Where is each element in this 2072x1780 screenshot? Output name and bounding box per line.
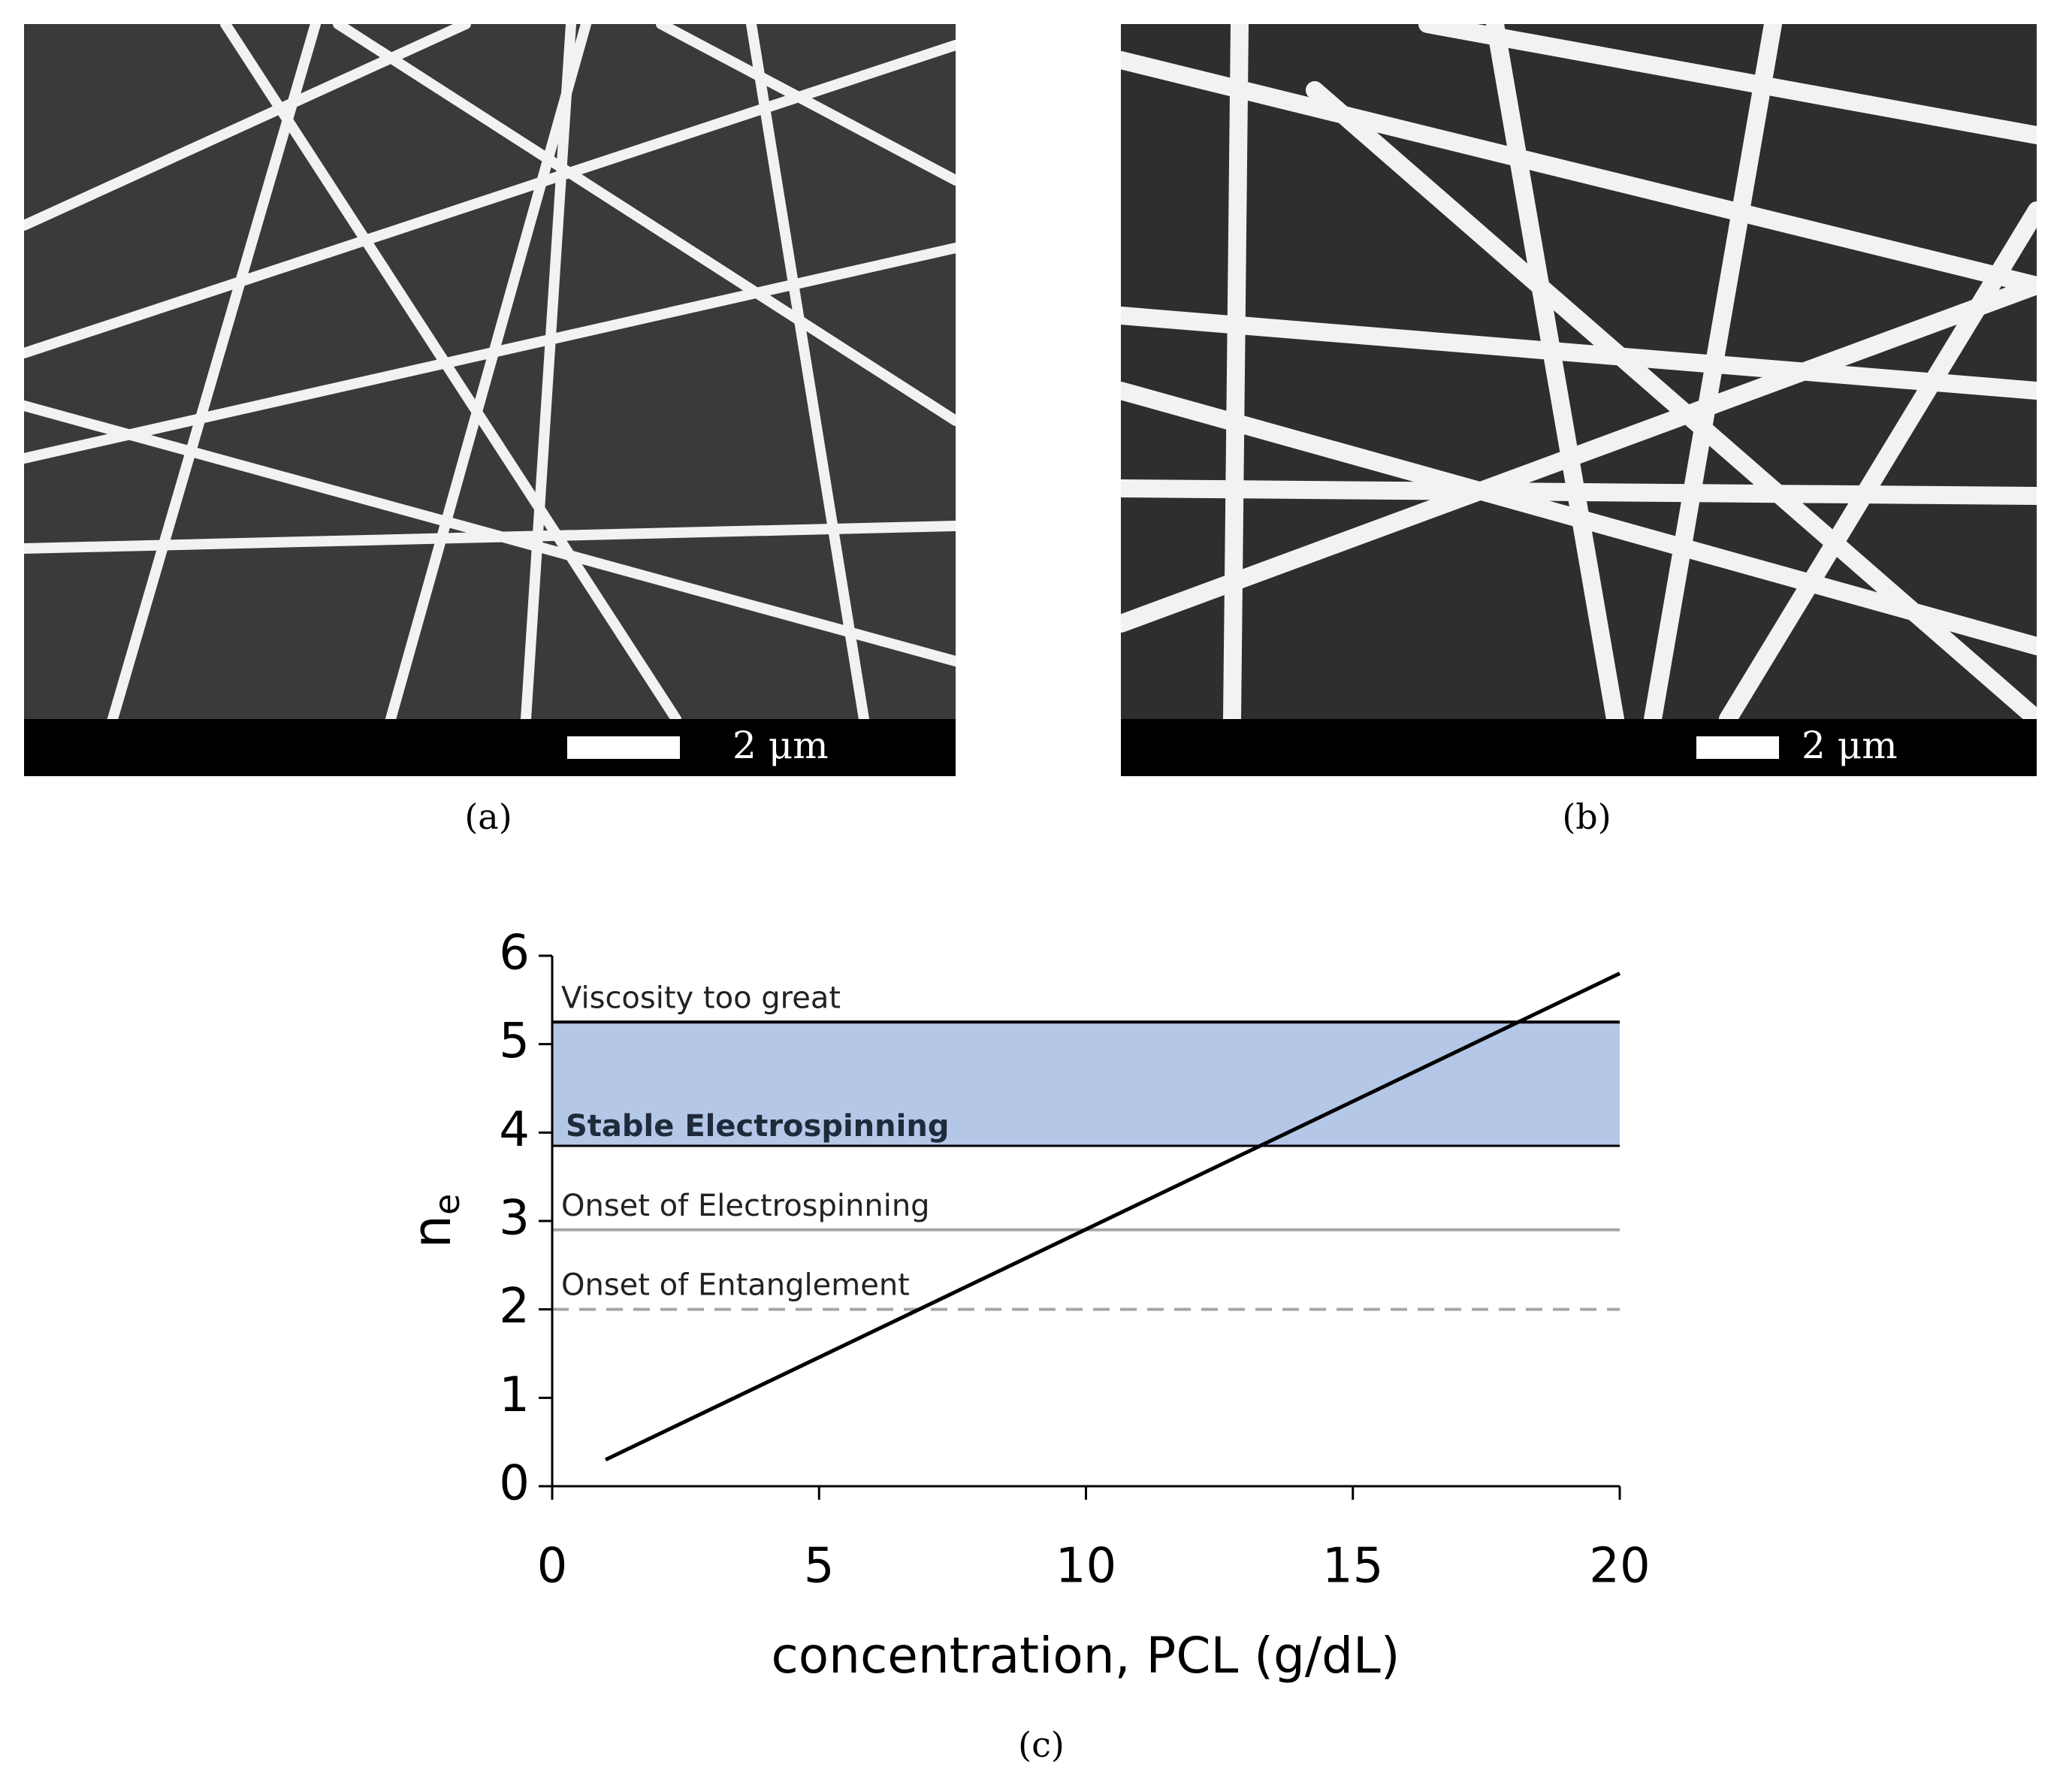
y-tick-label: 6 bbox=[499, 926, 530, 981]
reference-label: Viscosity too great bbox=[561, 981, 841, 1015]
y-axis-label-sub: e bbox=[427, 1194, 467, 1215]
y-tick-label: 2 bbox=[499, 1279, 530, 1334]
x-tick-label: 15 bbox=[1322, 1539, 1383, 1594]
x-axis-label: concentration, PCL (g/dL) bbox=[772, 1627, 1400, 1685]
sem-image-b: 2 μm bbox=[1121, 24, 2037, 776]
y-tick-label: 5 bbox=[499, 1014, 530, 1069]
y-tick-label: 3 bbox=[499, 1191, 530, 1247]
reference-label: Onset of Entanglement bbox=[561, 1268, 910, 1303]
scale-bar-label: 2 μm bbox=[1802, 724, 1898, 767]
x-tick-label: 20 bbox=[1589, 1539, 1650, 1594]
scale-bar-label: 2 μm bbox=[732, 724, 829, 767]
x-tick-label: 10 bbox=[1056, 1539, 1116, 1594]
series-line bbox=[604, 972, 1621, 1461]
panel-label: (c) bbox=[1018, 1724, 1065, 1765]
x-tick-label: 0 bbox=[537, 1539, 568, 1594]
sem-image-a: 2 μm bbox=[24, 24, 956, 776]
panel-label: (a) bbox=[464, 796, 512, 837]
panel-label: (b) bbox=[1562, 796, 1611, 837]
y-tick-label: 0 bbox=[499, 1456, 530, 1512]
x-tick-label: 5 bbox=[804, 1539, 835, 1594]
y-tick-label: 4 bbox=[499, 1102, 530, 1158]
y-axis-label-main: n bbox=[401, 1215, 463, 1248]
region-label: Stable Electrospinning bbox=[566, 1109, 949, 1144]
y-tick-label: 1 bbox=[499, 1367, 530, 1423]
region bbox=[552, 1022, 1620, 1146]
y-axis-label: ne bbox=[401, 1194, 467, 1249]
reference-label: Onset of Electrospinning bbox=[561, 1189, 930, 1223]
